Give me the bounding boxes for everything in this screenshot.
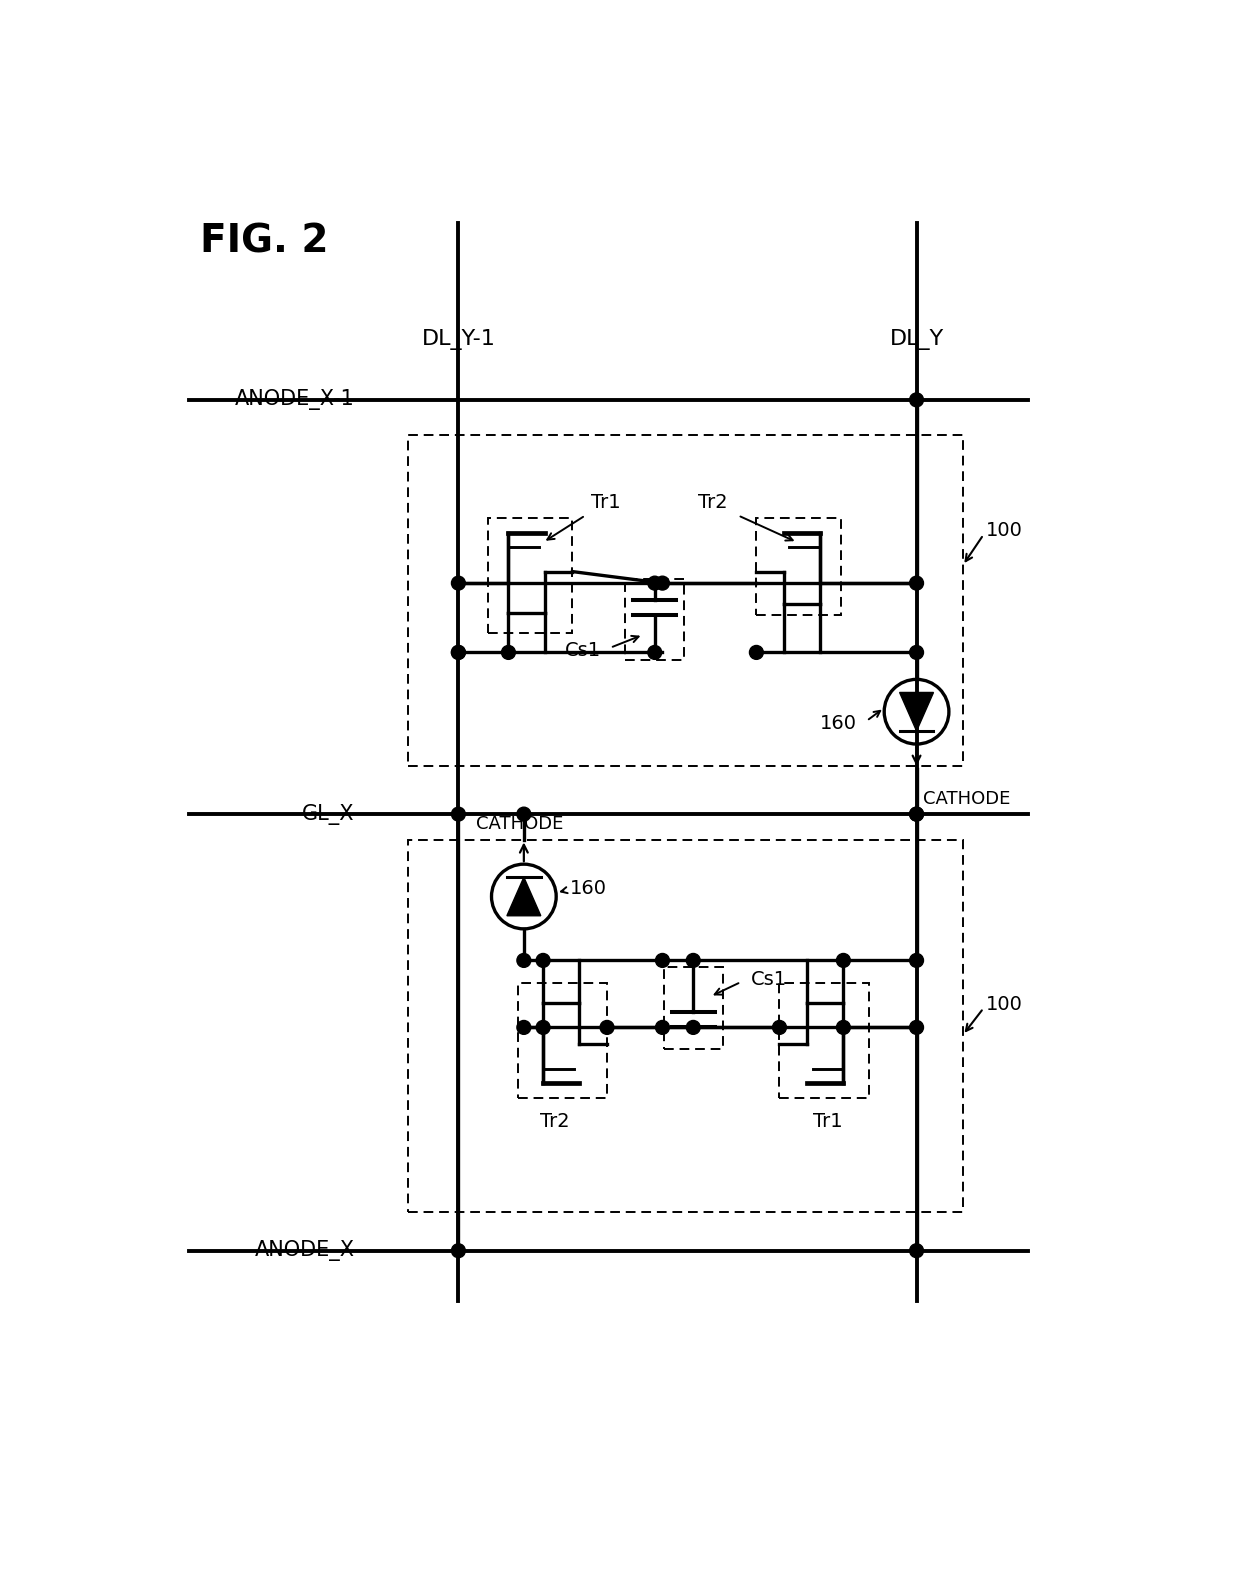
- Polygon shape: [507, 877, 541, 916]
- Text: 160: 160: [570, 880, 608, 899]
- Text: Tr2: Tr2: [698, 493, 728, 512]
- Circle shape: [910, 1020, 924, 1034]
- Text: Tr1: Tr1: [813, 1113, 843, 1132]
- Text: DL_Y: DL_Y: [889, 329, 944, 349]
- Circle shape: [517, 1020, 531, 1034]
- Circle shape: [656, 1020, 670, 1034]
- Circle shape: [910, 954, 924, 968]
- Circle shape: [501, 645, 516, 660]
- Circle shape: [451, 1243, 465, 1258]
- Circle shape: [451, 576, 465, 590]
- Text: GL_X: GL_X: [303, 804, 355, 825]
- Circle shape: [910, 394, 924, 406]
- Circle shape: [451, 645, 465, 660]
- Circle shape: [600, 1020, 614, 1034]
- Circle shape: [656, 576, 670, 590]
- Text: FIG. 2: FIG. 2: [201, 224, 329, 261]
- Text: ANODE_X: ANODE_X: [254, 1240, 355, 1261]
- Circle shape: [910, 645, 924, 660]
- Circle shape: [451, 645, 465, 660]
- Circle shape: [517, 954, 531, 968]
- Text: 100: 100: [986, 521, 1023, 540]
- Text: Tr2: Tr2: [539, 1113, 569, 1132]
- Text: Cs1: Cs1: [751, 970, 787, 988]
- Text: 100: 100: [986, 995, 1023, 1014]
- Circle shape: [656, 954, 670, 968]
- Circle shape: [749, 645, 764, 660]
- Text: ANODE_X-1: ANODE_X-1: [234, 389, 355, 411]
- Polygon shape: [899, 693, 934, 730]
- Circle shape: [837, 1020, 851, 1034]
- Circle shape: [451, 807, 465, 822]
- Circle shape: [536, 1020, 551, 1034]
- Circle shape: [837, 954, 851, 968]
- Circle shape: [686, 1020, 701, 1034]
- Circle shape: [910, 807, 924, 822]
- Text: Tr1: Tr1: [590, 493, 620, 512]
- Circle shape: [536, 954, 551, 968]
- Text: CATHODE: CATHODE: [923, 790, 1011, 807]
- Text: Cs1: Cs1: [564, 641, 601, 660]
- Circle shape: [910, 807, 924, 822]
- Text: DL_Y-1: DL_Y-1: [422, 329, 495, 349]
- Circle shape: [647, 576, 662, 590]
- Circle shape: [910, 576, 924, 590]
- Circle shape: [686, 954, 701, 968]
- Text: CATHODE: CATHODE: [476, 815, 564, 833]
- Circle shape: [773, 1020, 786, 1034]
- Circle shape: [517, 807, 531, 822]
- Circle shape: [910, 1243, 924, 1258]
- Text: 160: 160: [820, 713, 857, 733]
- Circle shape: [647, 645, 662, 660]
